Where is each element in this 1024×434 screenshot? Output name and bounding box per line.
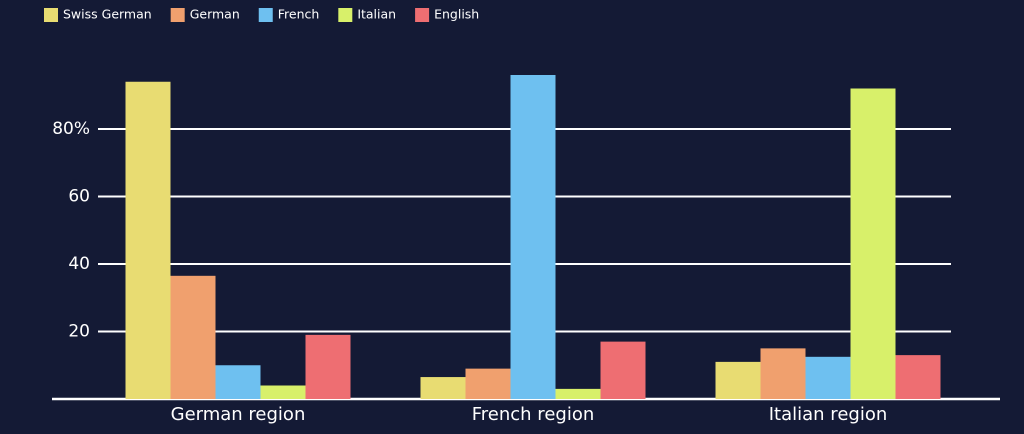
x-tick-label: French region	[472, 404, 594, 425]
y-tick-label: 60	[68, 187, 90, 207]
bar	[305, 334, 351, 399]
legend-swatch	[258, 8, 273, 22]
legend-label: Swiss German	[63, 7, 152, 22]
legend-swatch	[415, 8, 430, 22]
x-tick-label: German region	[171, 404, 306, 425]
legend-label: French	[278, 7, 320, 22]
bar	[125, 81, 171, 399]
bar	[465, 368, 511, 399]
bar	[510, 75, 556, 399]
legend-swatch	[338, 8, 353, 22]
bar	[555, 388, 601, 399]
legend-label: Italian	[357, 7, 396, 22]
legend-label: English	[434, 7, 479, 22]
legend-swatch	[170, 8, 185, 22]
bar	[260, 385, 306, 399]
bar	[215, 365, 261, 399]
y-tick-label: 40	[68, 254, 90, 274]
bar	[170, 275, 216, 399]
x-tick-label: Italian region	[769, 404, 888, 425]
bar	[760, 348, 806, 399]
y-tick-label: 80%	[52, 119, 90, 139]
y-tick-label: 20	[68, 322, 90, 342]
legend-swatch	[44, 8, 58, 22]
bar	[600, 341, 646, 399]
bar	[715, 361, 761, 399]
bar	[895, 355, 941, 399]
bar	[850, 88, 896, 399]
bar	[420, 377, 466, 399]
bar	[805, 356, 851, 399]
legend-label: German	[190, 7, 240, 22]
